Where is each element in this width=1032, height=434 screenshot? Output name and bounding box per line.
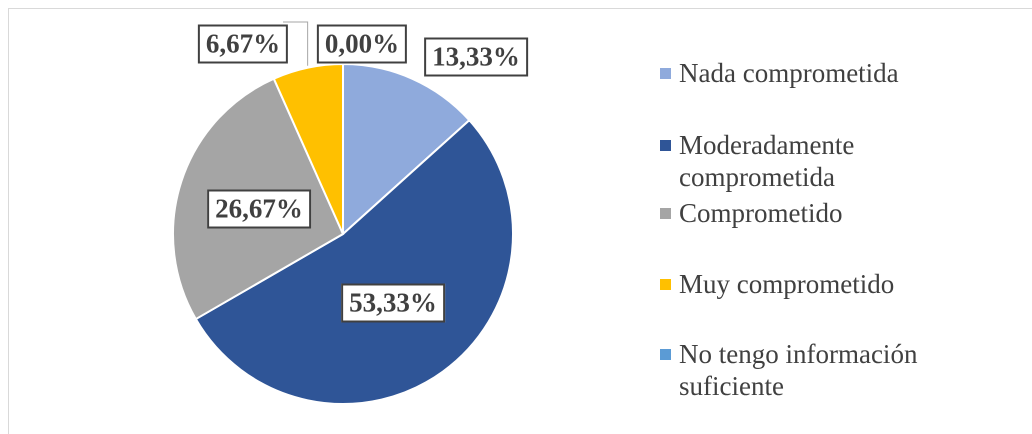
legend-swatch [660, 68, 671, 79]
data-label: 53,33% [341, 283, 445, 323]
legend-swatch [660, 349, 671, 360]
data-label: 6,67% [197, 24, 289, 64]
legend-label: Comprometido [679, 198, 843, 228]
data-label: 13,33% [424, 37, 528, 77]
legend-label: Nada comprometida [679, 58, 899, 88]
legend-item: No tengo información suficiente [660, 338, 960, 402]
legend-label: Muy comprometido [679, 269, 895, 299]
frame [8, 8, 1032, 434]
legend-swatch [660, 208, 671, 219]
legend-item: Comprometido [660, 197, 960, 229]
leader-line [283, 21, 309, 66]
data-label: 0,00% [316, 24, 408, 64]
legend-item: Moderadamente comprometida [660, 129, 960, 193]
legend-item: Nada comprometida [660, 57, 960, 89]
legend-label: Moderadamente comprometida [679, 130, 855, 192]
legend-swatch [660, 279, 671, 290]
legend-label: No tengo información suficiente [679, 339, 918, 401]
pie-slice [194, 118, 514, 405]
legend-item: Muy comprometido [660, 268, 960, 300]
data-label: 26,67% [207, 189, 311, 229]
legend-swatch [660, 140, 671, 151]
pie-slice [342, 62, 471, 237]
